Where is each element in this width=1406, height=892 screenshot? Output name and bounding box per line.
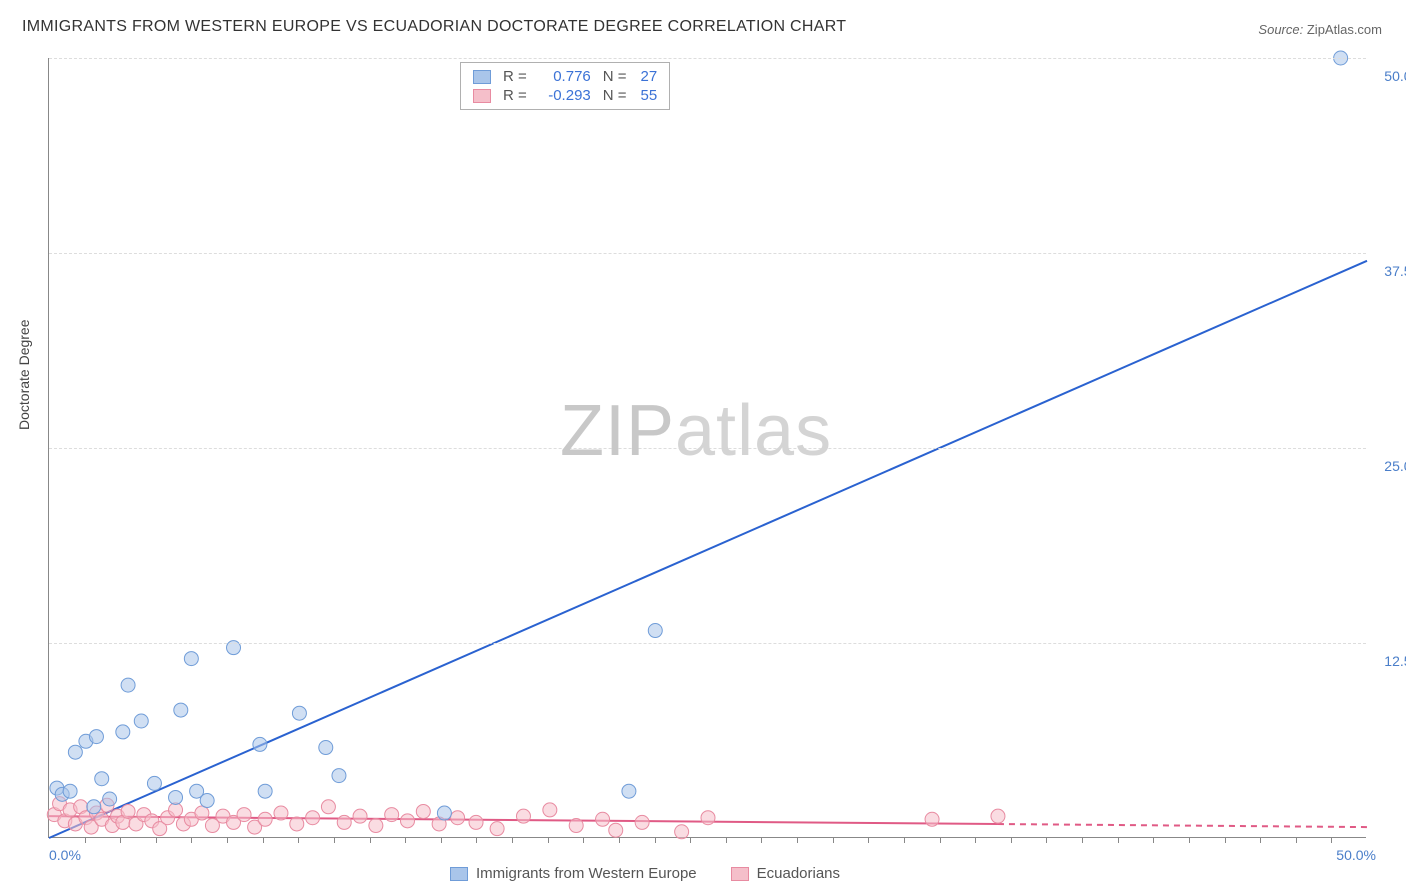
y-tick-label: 50.0% bbox=[1384, 68, 1406, 84]
x-minor-tick bbox=[904, 837, 905, 843]
gridline bbox=[49, 448, 1366, 449]
y-tick-label: 37.5% bbox=[1384, 263, 1406, 279]
n-value-ecuadorians: 55 bbox=[641, 87, 658, 104]
x-minor-tick bbox=[227, 837, 228, 843]
x-minor-tick bbox=[263, 837, 264, 843]
x-minor-tick bbox=[85, 837, 86, 843]
x-minor-tick bbox=[868, 837, 869, 843]
x-minor-tick bbox=[690, 837, 691, 843]
swatch-ecuadorians bbox=[473, 89, 491, 103]
legend-item-western-europe: Immigrants from Western Europe bbox=[450, 865, 697, 882]
n-value-western-europe: 27 bbox=[641, 68, 658, 85]
x-minor-tick bbox=[619, 837, 620, 843]
x-minor-tick bbox=[548, 837, 549, 843]
x-minor-tick bbox=[1046, 837, 1047, 843]
x-minor-tick bbox=[441, 837, 442, 843]
x-minor-tick bbox=[334, 837, 335, 843]
swatch-western-europe bbox=[473, 70, 491, 84]
x-minor-tick bbox=[797, 837, 798, 843]
x-minor-tick bbox=[761, 837, 762, 843]
x-tick-label: 0.0% bbox=[49, 847, 81, 863]
y-tick-label: 12.5% bbox=[1384, 653, 1406, 669]
legend-label-ecuadorians: Ecuadorians bbox=[757, 865, 840, 882]
plot-area: 12.5%25.0%37.5%50.0%0.0%50.0% bbox=[48, 58, 1366, 838]
swatch-ecuadorians-bottom bbox=[731, 867, 749, 881]
n-label: N = bbox=[603, 68, 627, 85]
r-value-western-europe: 0.776 bbox=[535, 68, 591, 85]
x-minor-tick bbox=[1118, 837, 1119, 843]
x-minor-tick bbox=[833, 837, 834, 843]
y-tick-label: 25.0% bbox=[1384, 458, 1406, 474]
x-minor-tick bbox=[940, 837, 941, 843]
gridline bbox=[49, 643, 1366, 644]
series-legend: Immigrants from Western Europe Ecuadoria… bbox=[450, 865, 840, 882]
x-minor-tick bbox=[975, 837, 976, 843]
chart-title: IMMIGRANTS FROM WESTERN EUROPE VS ECUADO… bbox=[22, 18, 846, 36]
x-minor-tick bbox=[156, 837, 157, 843]
x-minor-tick bbox=[370, 837, 371, 843]
x-minor-tick bbox=[583, 837, 584, 843]
source-label: Source: bbox=[1258, 22, 1303, 37]
legend-row-ecuadorians: R = -0.293 N = 55 bbox=[473, 86, 657, 105]
x-minor-tick bbox=[405, 837, 406, 843]
x-minor-tick bbox=[191, 837, 192, 843]
swatch-western-europe-bottom bbox=[450, 867, 468, 881]
x-minor-tick bbox=[1011, 837, 1012, 843]
x-minor-tick bbox=[120, 837, 121, 843]
legend-label-western-europe: Immigrants from Western Europe bbox=[476, 865, 697, 882]
source-credit: Source: ZipAtlas.com bbox=[1258, 22, 1382, 37]
gridline bbox=[49, 58, 1366, 59]
x-minor-tick bbox=[298, 837, 299, 843]
r-value-ecuadorians: -0.293 bbox=[535, 87, 591, 104]
source-value: ZipAtlas.com bbox=[1307, 22, 1382, 37]
x-minor-tick bbox=[1225, 837, 1226, 843]
correlation-legend: R = 0.776 N = 27 R = -0.293 N = 55 bbox=[460, 62, 670, 110]
x-minor-tick bbox=[512, 837, 513, 843]
x-minor-tick bbox=[1153, 837, 1154, 843]
x-minor-tick bbox=[655, 837, 656, 843]
x-minor-tick bbox=[726, 837, 727, 843]
n-label: N = bbox=[603, 87, 627, 104]
r-label: R = bbox=[503, 68, 527, 85]
x-minor-tick bbox=[476, 837, 477, 843]
legend-row-western-europe: R = 0.776 N = 27 bbox=[473, 67, 657, 86]
x-minor-tick bbox=[1082, 837, 1083, 843]
x-minor-tick bbox=[1331, 837, 1332, 843]
y-axis-label: Doctorate Degree bbox=[16, 319, 32, 430]
r-label: R = bbox=[503, 87, 527, 104]
x-minor-tick bbox=[1260, 837, 1261, 843]
legend-item-ecuadorians: Ecuadorians bbox=[731, 865, 840, 882]
x-tick-label: 50.0% bbox=[1336, 847, 1376, 863]
gridline bbox=[49, 253, 1366, 254]
x-minor-tick bbox=[1189, 837, 1190, 843]
x-minor-tick bbox=[1296, 837, 1297, 843]
